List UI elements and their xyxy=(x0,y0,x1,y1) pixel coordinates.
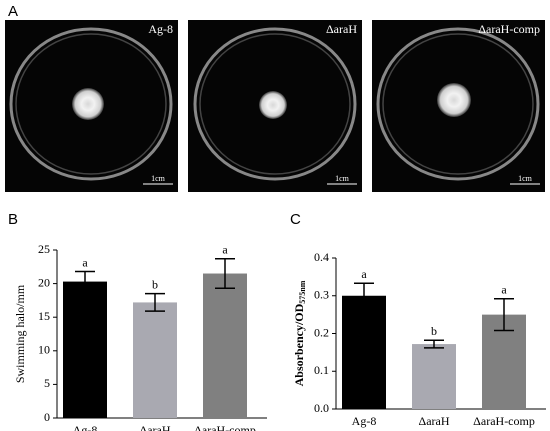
y-tick-label: 25 xyxy=(38,242,50,256)
error-bar xyxy=(494,298,514,332)
x-tick-label: ΔaraH-comp xyxy=(473,414,535,428)
photo-label: ΔaraH-comp xyxy=(478,22,540,36)
bar xyxy=(133,302,177,418)
y-tick-label: 0.1 xyxy=(314,363,329,377)
y-axis-label: Swimming halo/mm xyxy=(13,284,27,383)
significance-letter: b xyxy=(152,277,158,291)
error-bar xyxy=(424,339,444,349)
y-tick-label: 0.3 xyxy=(314,288,329,302)
error-bar xyxy=(354,282,374,309)
bar xyxy=(412,344,456,409)
photo: Ag-8 1cm xyxy=(5,20,178,192)
bar xyxy=(63,281,107,418)
scale-label: 1cm xyxy=(151,174,166,183)
y-tick-label: 15 xyxy=(38,309,50,323)
x-tick-label: Ag-8 xyxy=(73,423,98,431)
panel-label: C xyxy=(290,211,301,228)
y-tick-label: 10 xyxy=(38,343,50,357)
x-tick-label: ΔaraH xyxy=(418,414,449,428)
significance-letter: a xyxy=(222,242,228,256)
error-bar xyxy=(145,292,165,312)
y-tick-label: 0.2 xyxy=(314,325,329,339)
scale-label: 1cm xyxy=(335,174,350,183)
error-bar xyxy=(215,257,235,290)
y-axis-label: Absorbency/OD575nm xyxy=(292,280,307,386)
y-tick-label: 0.0 xyxy=(314,401,329,415)
panel-label: A xyxy=(8,3,18,20)
photo-label: ΔaraH xyxy=(326,22,357,36)
photo: ΔaraH-comp 1cm xyxy=(372,20,545,192)
y-axis-label-subscript: 575nm xyxy=(298,280,307,303)
error-bar xyxy=(75,270,95,293)
y-tick-label: 0.4 xyxy=(314,250,329,264)
significance-letter: b xyxy=(431,324,437,338)
significance-letter: a xyxy=(82,255,88,269)
photo: ΔaraH 1cm xyxy=(188,20,362,192)
x-tick-label: ΔaraH xyxy=(139,423,170,431)
x-tick-label: ΔaraH-comp xyxy=(194,423,256,431)
photo-label: Ag-8 xyxy=(148,22,173,36)
x-tick-label: Ag-8 xyxy=(352,414,377,428)
panel-label: B xyxy=(8,211,18,228)
y-tick-label: 5 xyxy=(44,376,50,390)
bar xyxy=(342,295,386,409)
bar xyxy=(203,273,247,418)
significance-letter: a xyxy=(501,283,507,297)
significance-letter: a xyxy=(361,267,367,281)
y-tick-label: 0 xyxy=(44,410,50,424)
y-tick-label: 20 xyxy=(38,275,50,289)
scale-label: 1cm xyxy=(518,174,533,183)
